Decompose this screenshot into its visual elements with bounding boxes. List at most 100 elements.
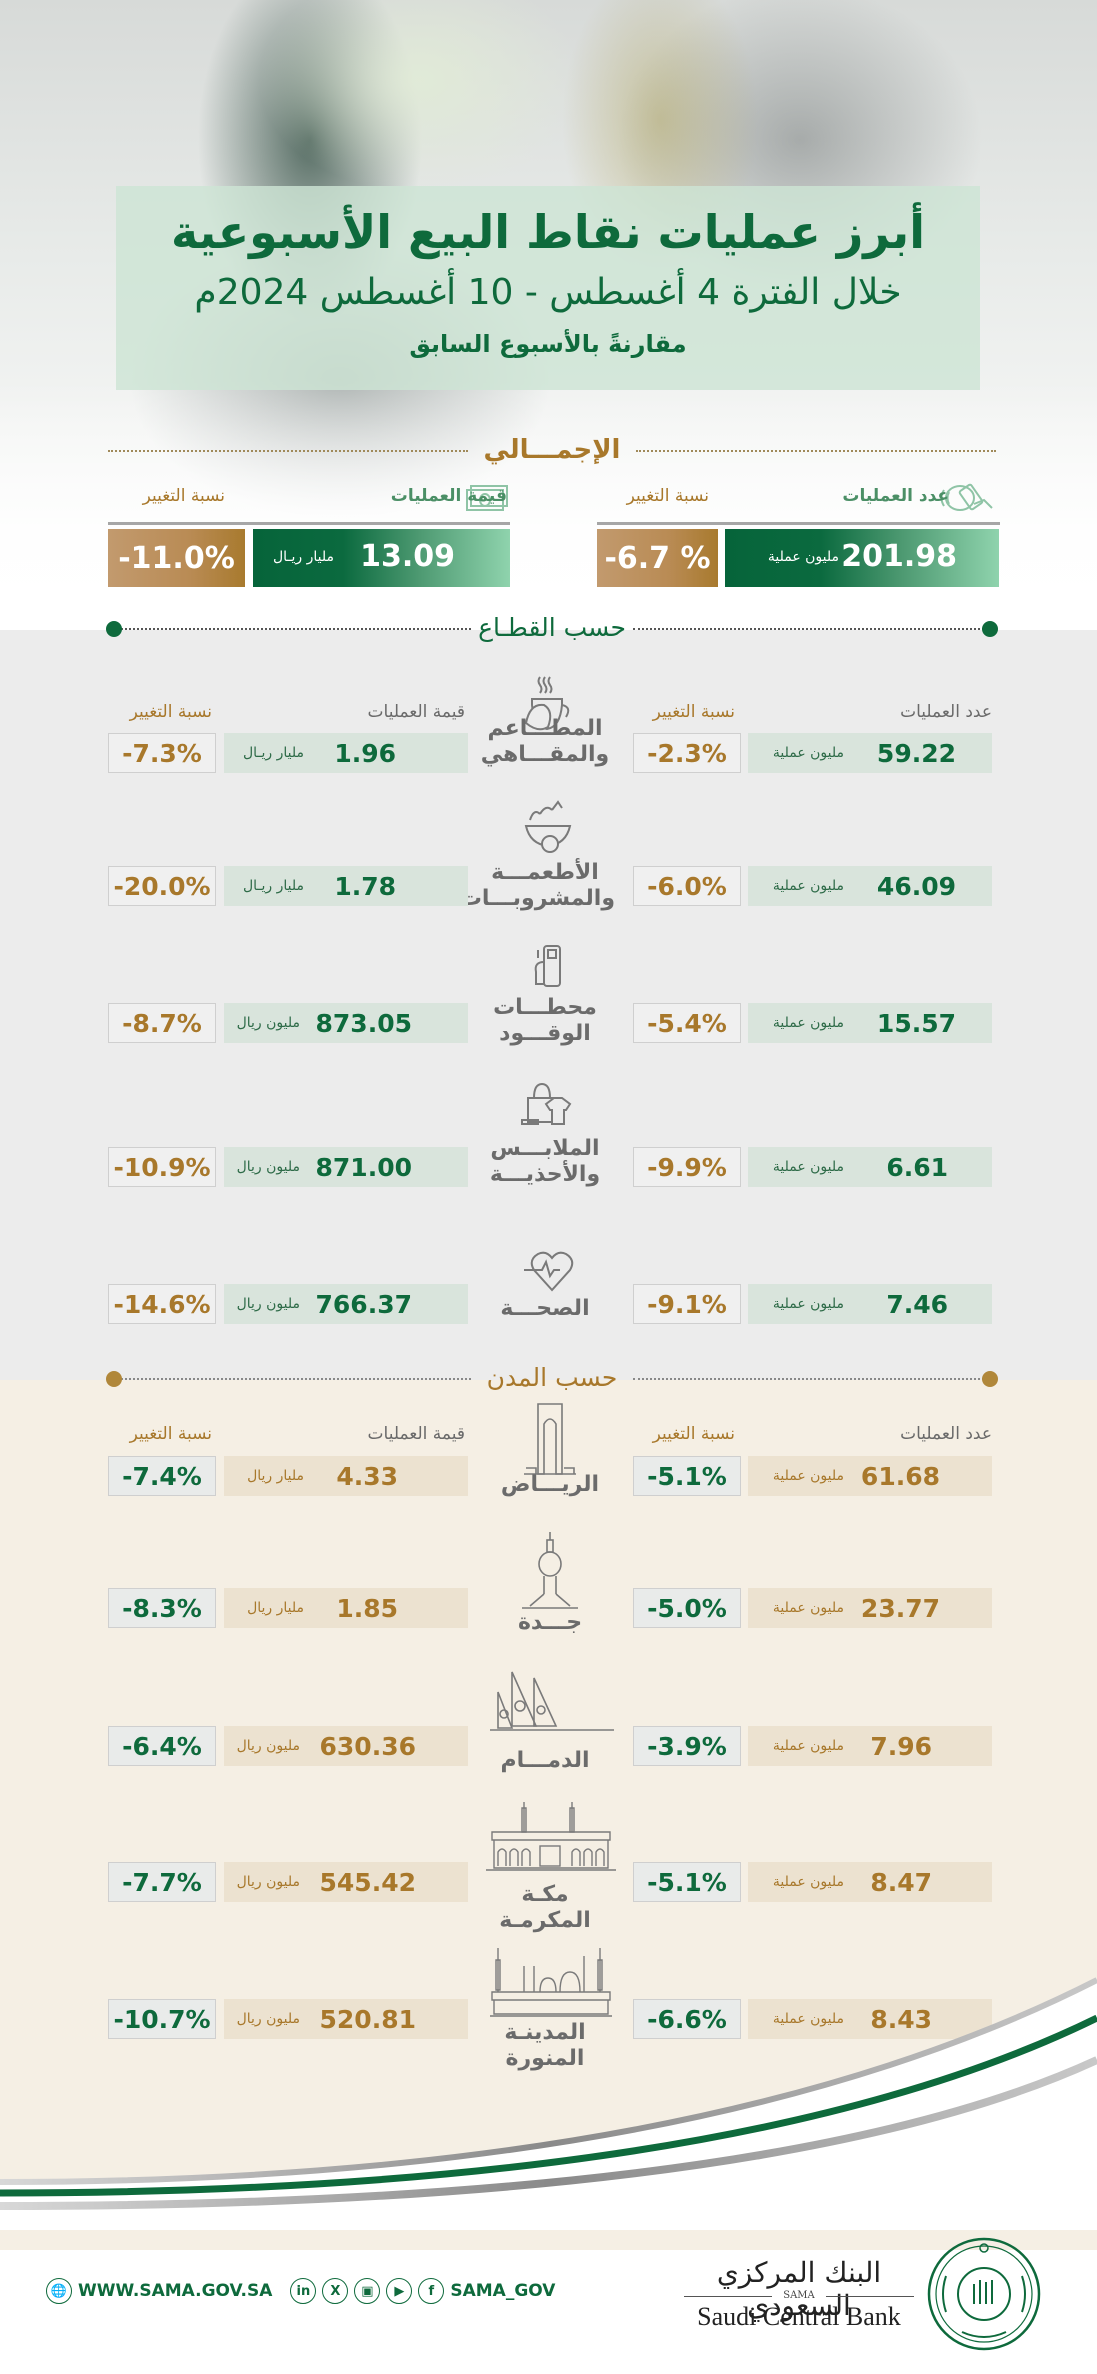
sector-count-cell: 15.57 مليون عملية [748,1003,992,1043]
sector-value-change: -8.7% [108,1003,216,1043]
city-count-unit: مليون عملية [772,1874,844,1890]
sector-count-unit: مليون عملية [772,1296,844,1312]
sector-count-unit: مليون عملية [772,745,844,761]
city-name: جـــدة [517,1610,583,1635]
sector-count-cell: 7.46 مليون عملية [748,1284,992,1324]
city-value: 630.36 [319,1731,416,1761]
city-value: 4.33 [336,1461,398,1491]
total-value-value: 13.09 [360,539,455,574]
city-value-cell: 4.33 مليار ريال [224,1456,468,1496]
sector-count-change: -9.1% [633,1284,741,1324]
sector-value-cell: 766.37 مليون ريال [224,1284,468,1324]
social-handle[interactable]: SAMA_GOV [450,2281,556,2301]
cities-col-value-change: نسبة التغيير [129,1424,212,1444]
kingdom-tower-icon [520,1402,580,1478]
city-value-change: -7.7% [108,1862,216,1902]
divider-right [636,450,996,452]
website-link[interactable]: WWW.SAMA.GOV.SA [78,2281,273,2301]
divider-dot-left [106,621,122,637]
sector-count: 59.22 [876,738,956,768]
x-icon[interactable]: X [322,2278,349,2304]
city-count-change: -6.6% [633,1999,741,2039]
logo-english-name: Saudi Central Bank [697,2302,901,2331]
city-value-unit: مليار ريال [247,1600,304,1616]
sectors-col-count: عدد العمليات [900,702,992,722]
sector-value-unit: مليون ريال [236,1296,300,1312]
sectors-col-value-change: نسبة التغيير [129,702,212,722]
total-value-label: قيمة العمليات [390,486,507,506]
totals-title: الإجمـــالي [483,435,621,465]
sector-count: 15.57 [876,1008,956,1038]
city-name: المدينـة المنورة [504,2020,586,2071]
salad-bowl-icon [520,800,576,860]
fuel-pump-icon [528,944,568,990]
instagram-icon[interactable]: ▣ [354,2278,381,2304]
city-value-change: -6.4% [108,1726,216,1766]
city-name: مكـة المكرمـة [499,1882,591,1933]
sector-count-cell: 6.61 مليون عملية [748,1147,992,1187]
youtube-icon[interactable]: ▶ [386,2278,413,2304]
sector-count-change: -6.0% [633,866,741,906]
linkedin-icon[interactable]: in [290,2278,317,2304]
city-name: الدمـــام [500,1748,590,1773]
facebook-icon[interactable]: f [418,2278,445,2304]
sector-value-unit: مليون ريال [236,1159,300,1175]
city-count: 7.96 [870,1731,932,1761]
sectors-section-header: حسب القطـاع [106,608,998,648]
heart-pulse-icon [524,1250,580,1292]
decorative-swoosh [0,1977,1097,2230]
sector-count-change: -2.3% [633,733,741,773]
sector-value-unit: مليون ريال [236,1015,300,1031]
sector-count-cell: 59.22 مليون عملية [748,733,992,773]
sector-value-change: -10.9% [108,1147,216,1187]
city-count-cell: 8.43 مليون عملية [748,1999,992,2039]
sector-name: المطـــاعم والمقـــاهي [480,716,610,767]
sector-count: 46.09 [876,871,956,901]
sector-value-unit: مليار ريـال [242,745,304,761]
cities-section-header: حسب المدن [106,1358,998,1398]
sectors-col-value: قيمة العمليات [367,702,465,722]
sector-value-change: -20.0% [108,866,216,906]
total-value-rule [108,522,510,525]
total-count-label: عدد العمليات [842,486,949,506]
total-count-box: 201.98 مليون عملية [725,529,999,587]
city-count: 23.77 [860,1593,940,1623]
city-count-change: -5.1% [633,1862,741,1902]
city-count-cell: 8.47 مليون عملية [748,1862,992,1902]
sector-count-change: -9.9% [633,1147,741,1187]
sector-value-cell: 873.05 مليون ريال [224,1003,468,1043]
cities-title: حسب المدن [486,1363,618,1392]
sector-value-cell: 1.96 مليار ريـال [224,733,468,773]
city-count-change: -3.9% [633,1726,741,1766]
total-count-change-box: -6.7 % [597,529,718,587]
sector-value-cell: 1.78 مليار ريـال [224,866,468,906]
city-count-cell: 61.68 مليون عملية [748,1456,992,1496]
sector-value: 1.78 [334,871,396,901]
total-value-unit: مليار ريـال [272,549,334,565]
city-value-cell: 1.85 مليار ريال [224,1588,468,1628]
city-count-unit: مليون عملية [772,1738,844,1754]
city-count-cell: 23.77 مليون عملية [748,1588,992,1628]
divider-left [116,628,471,630]
sector-name: الصحـــة [500,1296,590,1321]
hero-fade [0,380,1097,640]
sector-value-cell: 871.00 مليون ريال [224,1147,468,1187]
total-value-change: -11.0% [118,540,235,576]
logo-arabic-name: البنك المركزي السعودي [716,2256,882,2322]
prophets-mosque-icon [488,1946,614,2018]
city-value: 1.85 [336,1593,398,1623]
coffee-croissant-icon [512,673,576,737]
kaaba-mosque-icon [484,1800,618,1872]
total-count-unit: مليون عملية [767,549,839,565]
cities-col-value: قيمة العمليات [367,1424,465,1444]
logo-rule-right [826,2296,914,2297]
sama-seal-icon [926,2236,1042,2352]
title-card: أبرز عمليات نقاط البيع الأسبوعية خلال ال… [116,186,980,390]
jeddah-tower-icon [520,1530,580,1610]
sector-count-unit: مليون عملية [772,1015,844,1031]
city-count-unit: مليون عملية [772,1600,844,1616]
city-count: 8.47 [870,1867,932,1897]
sector-name: الأطعمـــة والمشروبـــات [459,860,615,911]
city-count-cell: 7.96 مليون عملية [748,1726,992,1766]
sectors-title: حسب القطـاع [478,613,626,642]
